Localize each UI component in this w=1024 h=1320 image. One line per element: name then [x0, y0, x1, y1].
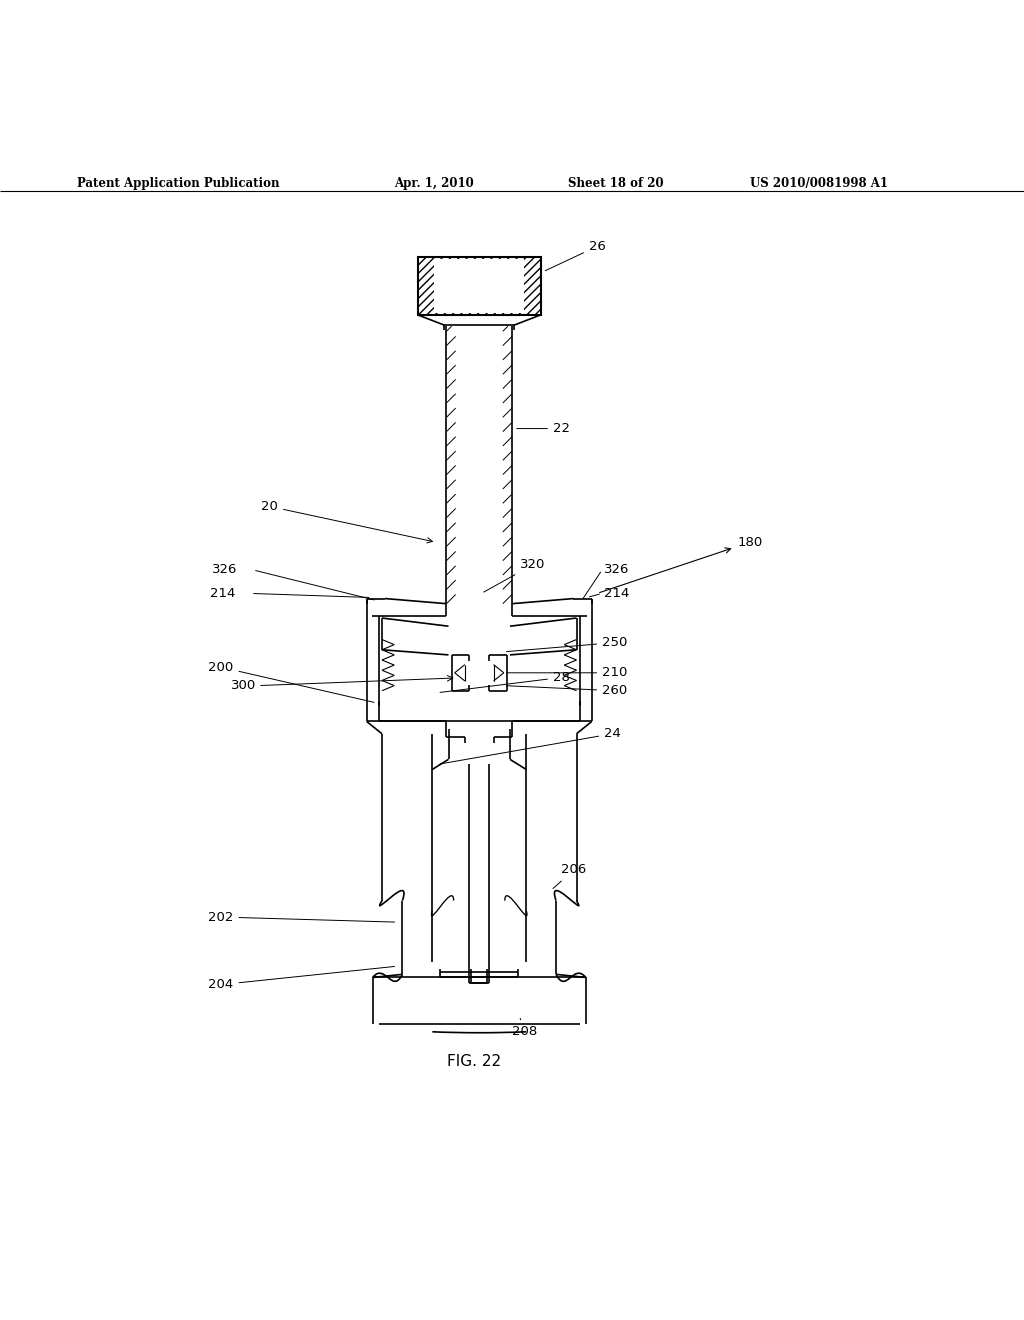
Text: 28: 28 — [440, 671, 569, 693]
Bar — [434, 259, 524, 313]
Text: FIG. 22: FIG. 22 — [447, 1053, 501, 1069]
Text: 326: 326 — [212, 564, 238, 577]
Text: 326: 326 — [604, 564, 630, 577]
Text: 250: 250 — [507, 636, 628, 652]
Bar — [418, 256, 541, 315]
Bar — [446, 326, 512, 603]
Text: 208: 208 — [512, 1019, 538, 1039]
Text: 320: 320 — [483, 558, 546, 593]
Bar — [418, 256, 541, 315]
Text: 214: 214 — [604, 587, 630, 599]
Text: 22: 22 — [517, 422, 570, 436]
Text: 260: 260 — [507, 684, 628, 697]
Text: Apr. 1, 2010: Apr. 1, 2010 — [394, 177, 474, 190]
Text: 204: 204 — [208, 966, 394, 991]
Text: US 2010/0081998 A1: US 2010/0081998 A1 — [750, 177, 888, 190]
Text: Patent Application Publication: Patent Application Publication — [77, 177, 280, 190]
Text: 180: 180 — [600, 536, 763, 593]
Text: 214: 214 — [210, 587, 236, 599]
Text: 206: 206 — [553, 863, 587, 888]
Text: Sheet 18 of 20: Sheet 18 of 20 — [568, 177, 664, 190]
Text: 24: 24 — [440, 727, 621, 764]
Text: 300: 300 — [230, 678, 256, 692]
Text: 210: 210 — [507, 667, 628, 680]
Text: 26: 26 — [545, 240, 605, 271]
Text: 202: 202 — [208, 911, 394, 924]
Text: 20: 20 — [261, 500, 432, 543]
Text: 200: 200 — [208, 661, 374, 702]
